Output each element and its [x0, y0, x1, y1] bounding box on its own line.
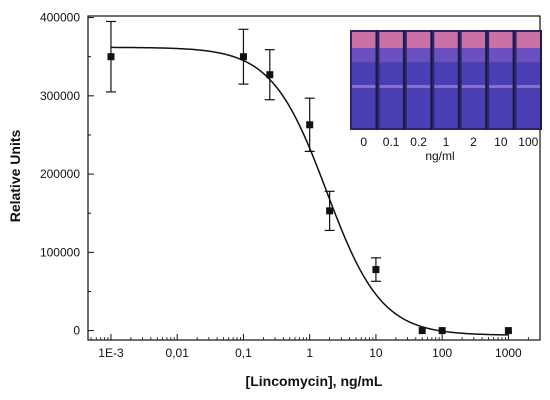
y-tick-label: 100000 — [40, 245, 80, 259]
data-point — [326, 207, 334, 215]
data-point — [306, 121, 314, 129]
y-tick-label: 300000 — [40, 89, 80, 103]
inset-lane-label: 0 — [360, 135, 367, 149]
inset-lane-label: 1 — [443, 135, 450, 149]
inset-lane — [516, 30, 542, 130]
y-tick-label: 0 — [73, 324, 80, 338]
inset-lane — [489, 30, 515, 130]
data-point — [372, 266, 380, 274]
x-tick-label: 1E-3 — [98, 346, 124, 360]
x-axis-title: [Lincomycin], ng/mL — [246, 373, 383, 389]
data-point — [418, 327, 426, 335]
data-point — [266, 71, 274, 79]
inset-lane-label: 100 — [518, 135, 538, 149]
inset-lane — [379, 30, 405, 130]
inset-lane — [352, 30, 378, 130]
data-point — [107, 53, 115, 61]
x-tick-label: 0,1 — [235, 346, 252, 360]
x-tick-label: 100 — [432, 346, 452, 360]
x-tick-label: 0,01 — [166, 346, 190, 360]
plot-frame — [87, 15, 541, 341]
inset-lane-label: 2 — [470, 135, 477, 149]
y-axis: 0 100000 200000 300000 400000 — [40, 11, 94, 338]
inset-lane-label: 0.2 — [410, 135, 427, 149]
y-axis-title: Relative Units — [7, 129, 23, 222]
x-tick-label: 1 — [306, 346, 313, 360]
inset-lane — [461, 30, 487, 130]
error-bars — [105, 20, 381, 282]
inset-lane — [434, 30, 460, 130]
inset-lanes — [352, 30, 542, 130]
data-point — [239, 53, 247, 61]
data-point — [438, 327, 446, 335]
y-tick-label: 200000 — [40, 167, 80, 181]
inset-lane-label: 10 — [494, 135, 508, 149]
inset-lane-labels: 0 0.1 0.2 1 2 10 100 — [360, 135, 538, 149]
inset-lane — [406, 30, 433, 130]
x-tick-label: 10 — [369, 346, 383, 360]
data-points — [107, 53, 512, 335]
inset-image: 0 0.1 0.2 1 2 10 100 ng/ml — [350, 30, 542, 163]
inset-unit-label: ng/ml — [425, 149, 454, 163]
x-tick-label: 1000 — [495, 346, 522, 360]
inset-lane-label: 0.1 — [383, 135, 400, 149]
x-axis: 1E-3 0,01 0,1 1 10 100 1000 — [90, 334, 529, 360]
data-point — [504, 327, 512, 335]
y-tick-label: 400000 — [40, 11, 80, 25]
